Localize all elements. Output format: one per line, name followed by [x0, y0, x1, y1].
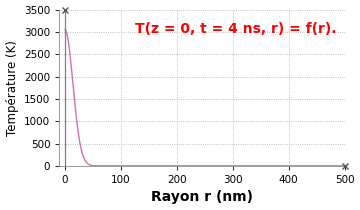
X-axis label: Rayon r (nm): Rayon r (nm) [151, 190, 253, 205]
Text: T(z = 0, t = 4 ns, r) = f(r).: T(z = 0, t = 4 ns, r) = f(r). [135, 22, 337, 36]
Y-axis label: Température (K): Température (K) [5, 40, 19, 136]
